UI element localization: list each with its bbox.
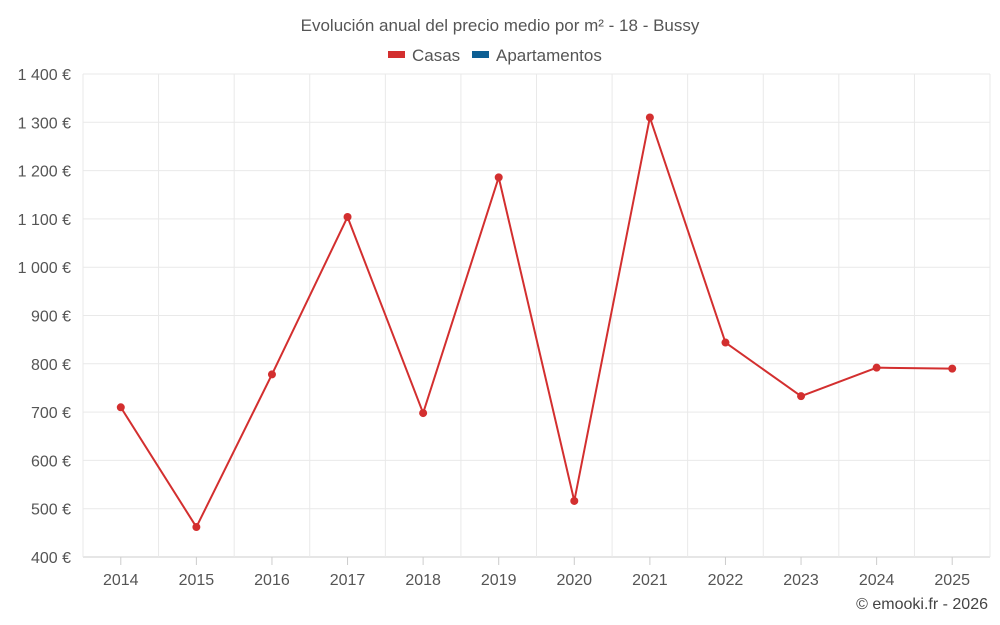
y-axis-ticks: 400 € 500 € 600 € 700 € 800 € 900 € 1 000 € 1 1… xyxy=(18,67,71,567)
data-point[interactable] xyxy=(343,212,352,221)
y-tick-label: 1 300 € xyxy=(18,115,71,132)
series-casas xyxy=(116,113,957,532)
x-tick-label: 2017 xyxy=(330,572,366,589)
data-point[interactable] xyxy=(570,496,579,505)
y-tick-label: 500 € xyxy=(31,502,71,519)
data-point[interactable] xyxy=(721,338,730,347)
x-tick-label: 2020 xyxy=(556,572,592,589)
x-tick-label: 2024 xyxy=(859,572,895,589)
data-point[interactable] xyxy=(948,364,957,373)
legend-label-apartamentos: Apartamentos xyxy=(496,46,602,65)
x-tick-label: 2025 xyxy=(934,572,970,589)
y-tick-label: 700 € xyxy=(31,405,71,422)
x-tick-label: 2015 xyxy=(179,572,215,589)
y-tick-label: 900 € xyxy=(31,309,71,326)
data-point[interactable] xyxy=(192,523,201,532)
x-tick-label: 2022 xyxy=(708,572,744,589)
credit-text: © emooki.fr - 2026 xyxy=(856,596,988,613)
y-tick-label: 400 € xyxy=(31,550,71,567)
legend-swatch-casas xyxy=(388,51,405,58)
data-point[interactable] xyxy=(116,403,125,412)
chart-title: Evolución anual del precio medio por m² … xyxy=(301,16,700,35)
data-point[interactable] xyxy=(419,409,428,418)
data-point[interactable] xyxy=(797,392,806,401)
x-tick-label: 2018 xyxy=(405,572,441,589)
legend-label-casas: Casas xyxy=(412,46,460,65)
series-line xyxy=(119,116,953,529)
y-tick-label: 1 400 € xyxy=(18,67,71,84)
x-tick-label: 2019 xyxy=(481,572,517,589)
legend-item-casas[interactable]: Casas xyxy=(388,46,460,65)
data-point[interactable] xyxy=(872,363,881,372)
x-tick-label: 2021 xyxy=(632,572,668,589)
gridlines xyxy=(82,73,991,558)
data-point[interactable] xyxy=(267,370,276,379)
x-axis-ticks: 2014 2015 2016 2017 2018 2019 2020 2021 2022 2023… xyxy=(103,557,970,589)
y-tick-label: 800 € xyxy=(31,357,71,374)
y-tick-label: 1 200 € xyxy=(18,164,71,181)
legend-item-apartamentos[interactable]: Apartamentos xyxy=(472,46,602,65)
y-tick-label: 1 000 € xyxy=(18,260,71,277)
legend: Casas Apartamentos xyxy=(388,46,602,65)
y-tick-label: 1 100 € xyxy=(18,212,71,229)
data-point[interactable] xyxy=(494,173,503,182)
data-point[interactable] xyxy=(645,113,654,122)
legend-swatch-apartamentos xyxy=(472,51,489,58)
y-tick-label: 600 € xyxy=(31,453,71,470)
x-tick-label: 2023 xyxy=(783,572,819,589)
x-tick-label: 2014 xyxy=(103,572,139,589)
x-tick-label: 2016 xyxy=(254,572,290,589)
